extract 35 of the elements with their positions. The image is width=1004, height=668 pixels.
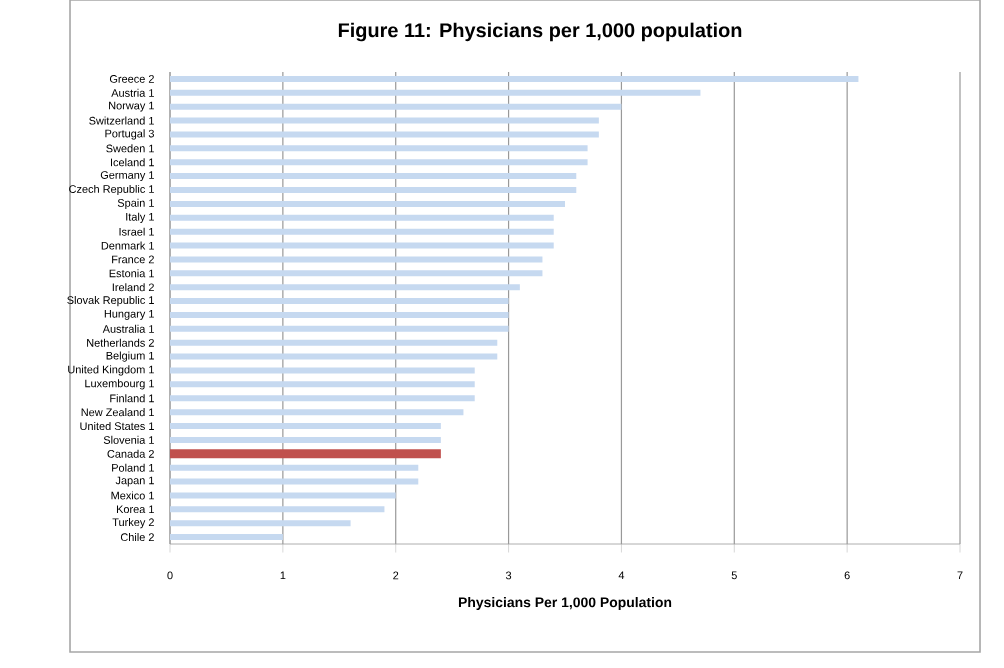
bar — [170, 409, 464, 416]
bar — [170, 534, 283, 541]
bar — [170, 228, 554, 235]
bar — [170, 159, 588, 166]
bar — [170, 117, 599, 124]
bar — [170, 214, 554, 221]
bar — [170, 325, 509, 332]
bar — [170, 242, 554, 249]
bar — [170, 436, 441, 443]
bar — [170, 506, 385, 513]
bar — [170, 311, 509, 318]
bar — [170, 381, 475, 388]
bar — [170, 464, 419, 471]
bar — [170, 173, 577, 180]
bar — [170, 520, 351, 527]
chart-title: Figure 11: Physicians per 1,000 population — [338, 22, 742, 42]
bar — [170, 478, 419, 485]
bar — [170, 103, 622, 110]
bar — [170, 339, 498, 346]
bar — [170, 353, 498, 360]
bar — [170, 284, 520, 291]
bar — [170, 423, 441, 430]
bar — [170, 367, 475, 374]
bar — [170, 298, 509, 305]
bar — [170, 75, 859, 82]
bar — [170, 270, 543, 277]
bar — [170, 187, 577, 193]
bar — [170, 200, 566, 207]
bar — [170, 395, 475, 402]
bar — [170, 256, 543, 263]
bar — [170, 145, 588, 152]
bar — [170, 449, 441, 459]
bar — [170, 492, 396, 499]
bar — [170, 131, 599, 138]
bar — [170, 89, 701, 96]
